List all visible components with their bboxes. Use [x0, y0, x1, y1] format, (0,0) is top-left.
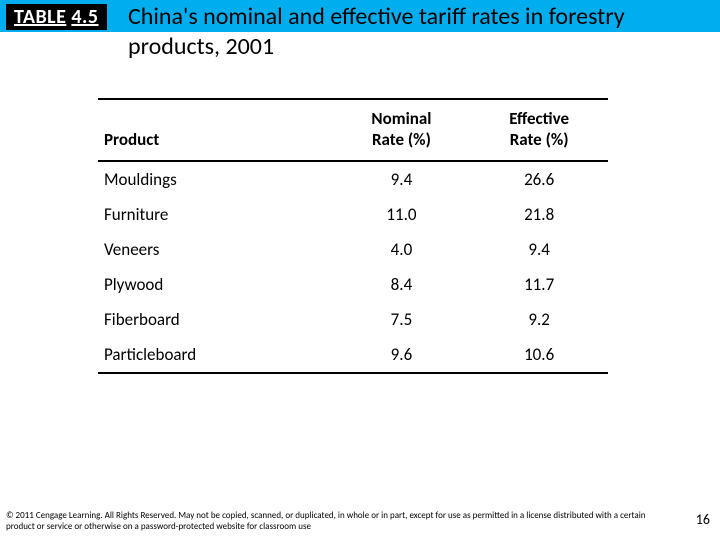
- cell-nominal: 4.0: [333, 232, 471, 267]
- cell-effective: 9.4: [470, 232, 608, 267]
- table-badge-number: 4.5: [71, 5, 98, 29]
- table-header-row: Product Nominal Rate (%) Effective Rate …: [98, 99, 608, 161]
- table-number-badge: TABLE 4.5: [6, 4, 107, 30]
- cell-product: Fiberboard: [98, 302, 333, 337]
- cell-effective: 11.7: [470, 267, 608, 302]
- tariff-table: Product Nominal Rate (%) Effective Rate …: [98, 98, 608, 374]
- cell-effective: 26.6: [470, 161, 608, 197]
- cell-effective: 9.2: [470, 302, 608, 337]
- table-row: Plywood 8.4 11.7: [98, 267, 608, 302]
- cell-effective: 21.8: [470, 197, 608, 232]
- cell-nominal: 9.6: [333, 337, 471, 373]
- table-row: Veneers 4.0 9.4: [98, 232, 608, 267]
- page-title: China's nominal and effective tariff rat…: [128, 2, 688, 62]
- cell-effective: 10.6: [470, 337, 608, 373]
- copyright-footer: © 2011 Cengage Learning. All Rights Rese…: [6, 510, 674, 532]
- slide: TABLE 4.5 China's nominal and effective …: [0, 0, 720, 540]
- col-header-effective-line2: Rate (%): [510, 129, 569, 150]
- table-row: Particleboard 9.6 10.6: [98, 337, 608, 373]
- cell-nominal: 9.4: [333, 161, 471, 197]
- cell-product: Plywood: [98, 267, 333, 302]
- table-row: Furniture 11.0 21.8: [98, 197, 608, 232]
- cell-nominal: 11.0: [333, 197, 471, 232]
- col-header-effective: Effective Rate (%): [470, 99, 608, 161]
- col-header-nominal-line1: Nominal: [371, 108, 431, 129]
- cell-nominal: 8.4: [333, 267, 471, 302]
- page-number: 16: [696, 511, 710, 528]
- title-wrap: China's nominal and effective tariff rat…: [128, 2, 688, 62]
- table-row: Fiberboard 7.5 9.2: [98, 302, 608, 337]
- col-header-nominal: Nominal Rate (%): [333, 99, 471, 161]
- cell-product: Particleboard: [98, 337, 333, 373]
- cell-product: Veneers: [98, 232, 333, 267]
- table-badge-prefix: TABLE: [14, 5, 66, 29]
- tariff-table-body: Mouldings 9.4 26.6 Furniture 11.0 21.8 V…: [98, 161, 608, 373]
- cell-nominal: 7.5: [333, 302, 471, 337]
- cell-product: Mouldings: [98, 161, 333, 197]
- table-row: Mouldings 9.4 26.6: [98, 161, 608, 197]
- cell-product: Furniture: [98, 197, 333, 232]
- tariff-table-area: Product Nominal Rate (%) Effective Rate …: [98, 98, 608, 374]
- col-header-nominal-line2: Rate (%): [372, 129, 431, 150]
- col-header-effective-line1: Effective: [509, 108, 569, 129]
- col-header-product: Product: [98, 99, 333, 161]
